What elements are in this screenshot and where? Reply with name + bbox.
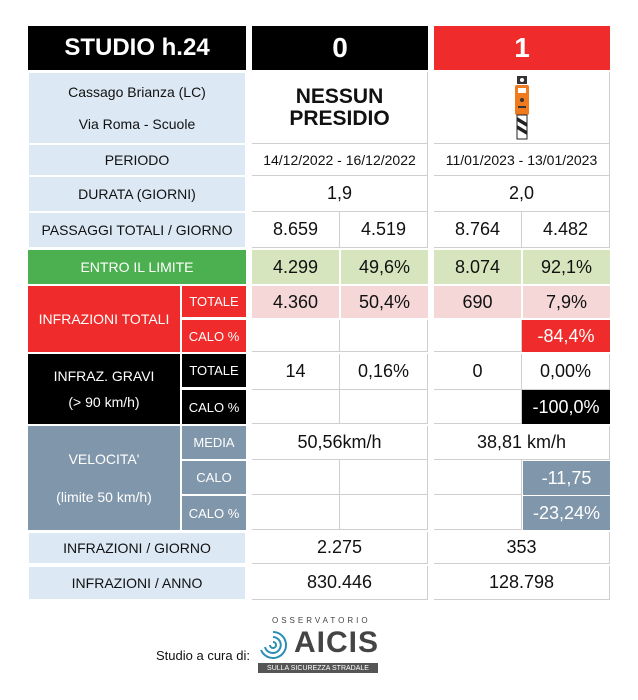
presidio-0-line1: NESSUN [295,84,384,108]
infrazioni-totali-calo-a0 [252,320,340,352]
location-cell: Cassago Brianza (LC) Via Roma - Scuole [28,72,246,144]
gravi-a1: 0 [434,354,522,390]
logo-main-text: AICIS [294,626,380,659]
gravi-a0: 14 [252,354,340,390]
logo-top-text: OSSERVATORIO [272,616,371,625]
entro-a0: 4.299 [252,250,339,284]
gravi-calo-b1: -100,0% [522,390,610,424]
passaggi-a1: 8.764 [434,212,522,248]
fingerprint-icon [260,631,287,659]
study-title: STUDIO h.24 [28,26,246,70]
entro-a1: 8.074 [434,250,521,284]
durata-0: 1,9 [252,176,428,212]
velocita-calo-a0 [252,460,340,495]
infrazioni-totali-b1: 7,9% [523,286,610,318]
durata-1: 2,0 [434,176,610,212]
velocita-label-line1: VELOCITA' [68,451,140,467]
entro-b1: 92,1% [523,250,610,284]
passaggi-a0: 8.659 [252,212,340,248]
velocita-sub-calo-pct: CALO % [182,496,246,530]
gravi-label: INFRAZ. GRAVI (> 90 km/h) [28,354,180,424]
passaggi-b0: 4.519 [340,212,428,248]
aicis-logo: OSSERVATORIO AICIS SULLA SICUREZZA STRAD… [252,616,384,674]
periodo-0: 14/12/2022 - 16/12/2022 [252,144,428,176]
inf-giorno-0: 2.275 [252,532,428,564]
infrazioni-totali-calo-b1: -84,4% [522,320,610,352]
velocita-calopct-b1: -23,24% [523,496,610,530]
gravi-label-line2: (> 90 km/h) [68,394,140,410]
velocita-calo-b0 [340,460,428,495]
velocita-calopct-b0 [340,495,428,530]
gravi-sub-calo: CALO % [182,390,246,424]
velocita-sub-calo: CALO [182,461,246,495]
presidio-0-line2: PRESIDIO [289,106,390,130]
infrazioni-totali-sub-calo: CALO % [182,320,246,352]
location-town: Cassago Brianza (LC) [68,84,206,100]
velocita-calopct-a0 [252,495,340,530]
periodo-label: PERIODO [28,144,246,176]
location-street: Via Roma - Scuole [78,116,196,132]
durata-label: DURATA (GIORNI) [28,176,246,212]
entro-label: ENTRO IL LIMITE [28,250,246,284]
velocita-calo-b1: -11,75 [523,461,610,495]
periodo-1: 11/01/2023 - 13/01/2023 [434,144,610,176]
gravi-b0: 0,16% [340,354,428,390]
passaggi-label: PASSAGGI TOTALI / GIORNO [28,212,246,248]
gravi-sub-totale: TOTALE [182,354,246,388]
gravi-calo-a1 [434,390,522,424]
gravi-b1: 0,00% [522,354,610,390]
inf-giorno-label: INFRAZIONI / GIORNO [28,532,246,564]
entro-b0: 49,6% [341,250,428,284]
velocita-calopct-a1 [434,495,522,530]
column-0-header: 0 [252,26,428,70]
velocita-calo-a1 [434,460,522,495]
inf-anno-0: 830.446 [252,566,428,600]
infrazioni-totali-a0: 4.360 [252,286,339,318]
velocita-media-0: 50,56km/h [252,426,428,460]
inf-anno-1: 128.798 [434,566,610,600]
velocita-label: VELOCITA' (limite 50 km/h) [28,426,180,530]
gravi-label-line1: INFRAZ. GRAVI [53,368,155,384]
gravi-calo-b0 [340,390,428,424]
infrazioni-totali-sub-totale: TOTALE [182,286,246,318]
inf-anno-label: INFRAZIONI / ANNO [28,566,246,600]
velocita-label-line2: (limite 50 km/h) [56,489,152,505]
infrazioni-totali-label: INFRAZIONI TOTALI [28,286,180,352]
speed-camera-box-icon [514,75,529,139]
gravi-calo-a0 [252,390,340,424]
credit-text: Studio a cura di: [156,648,250,663]
infrazioni-totali-calo-b0 [340,320,428,352]
logo-sub-text: SULLA SICUREZZA STRADALE [258,663,378,673]
presidio-1 [434,72,610,144]
infrazioni-totali-calo-a1 [434,320,522,352]
velocita-sub-media: MEDIA [182,426,246,460]
velocita-media-1: 38,81 km/h [434,426,610,460]
presidio-0: NESSUN PRESIDIO [252,72,428,144]
column-1-header: 1 [434,26,610,70]
infrazioni-totali-b0: 50,4% [341,286,428,318]
inf-giorno-1: 353 [434,532,610,564]
passaggi-b1: 4.482 [522,212,610,248]
infrazioni-totali-a1: 690 [434,286,521,318]
